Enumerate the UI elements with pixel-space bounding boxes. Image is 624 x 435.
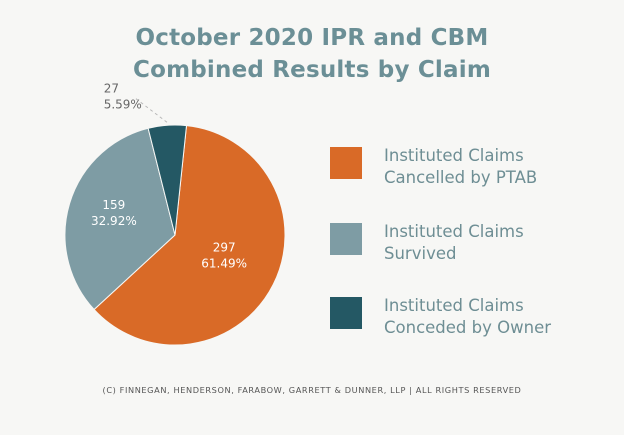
legend-label-survived-line-2: Survived xyxy=(384,244,457,263)
copyright-footer: (C) FINNEGAN, HENDERSON, FARABOW, GARRET… xyxy=(102,385,522,395)
data-label-value-conceded: 27 xyxy=(104,82,119,96)
pie-slice-conceded xyxy=(147,124,188,236)
legend-label-survived-line-1: Instituted Claims xyxy=(384,222,524,241)
chart-title: October 2020 IPR and CBM Combined Result… xyxy=(0,22,624,86)
legend-label-cancelled-line-1: Instituted Claims xyxy=(384,146,524,165)
legend-swatch-survived xyxy=(330,223,362,255)
data-label-percent-survived: 32.92% xyxy=(91,214,137,228)
chart-title-line-2: Combined Results by Claim xyxy=(133,57,491,83)
legend-label-conceded-line-2: Conceded by Owner xyxy=(384,318,551,337)
chart-title-line-1: October 2020 IPR and CBM xyxy=(135,25,489,51)
legend-label-conceded-line-1: Instituted Claims xyxy=(384,296,524,315)
data-label-value-survived: 159 xyxy=(102,198,125,212)
legend-label-cancelled: Instituted Claims Cancelled by PTAB xyxy=(384,145,537,189)
data-label-percent-conceded: 5.59% xyxy=(104,98,142,112)
pie-slices xyxy=(64,124,286,346)
legend-item-survived: Instituted Claims Survived xyxy=(330,221,590,273)
legend-item-conceded: Instituted Claims Conceded by Owner xyxy=(330,295,590,347)
pie-slice-survived xyxy=(64,127,176,311)
legend-item-cancelled: Instituted Claims Cancelled by PTAB xyxy=(330,145,590,197)
legend-label-survived: Instituted Claims Survived xyxy=(384,221,524,265)
legend-swatch-cancelled xyxy=(330,147,362,179)
pie-slice-cancelled xyxy=(93,125,286,346)
legend-swatch-conceded xyxy=(330,297,362,329)
data-label-percent-cancelled: 61.49% xyxy=(201,257,247,271)
data-label-value-cancelled: 297 xyxy=(213,241,236,255)
leader-line-conceded xyxy=(135,98,168,123)
pie-labels: 297 61.49% 159 32.92% 27 5.59% xyxy=(91,82,247,271)
legend-label-cancelled-line-2: Cancelled by PTAB xyxy=(384,168,538,187)
legend-label-conceded: Instituted Claims Conceded by Owner xyxy=(384,295,551,339)
